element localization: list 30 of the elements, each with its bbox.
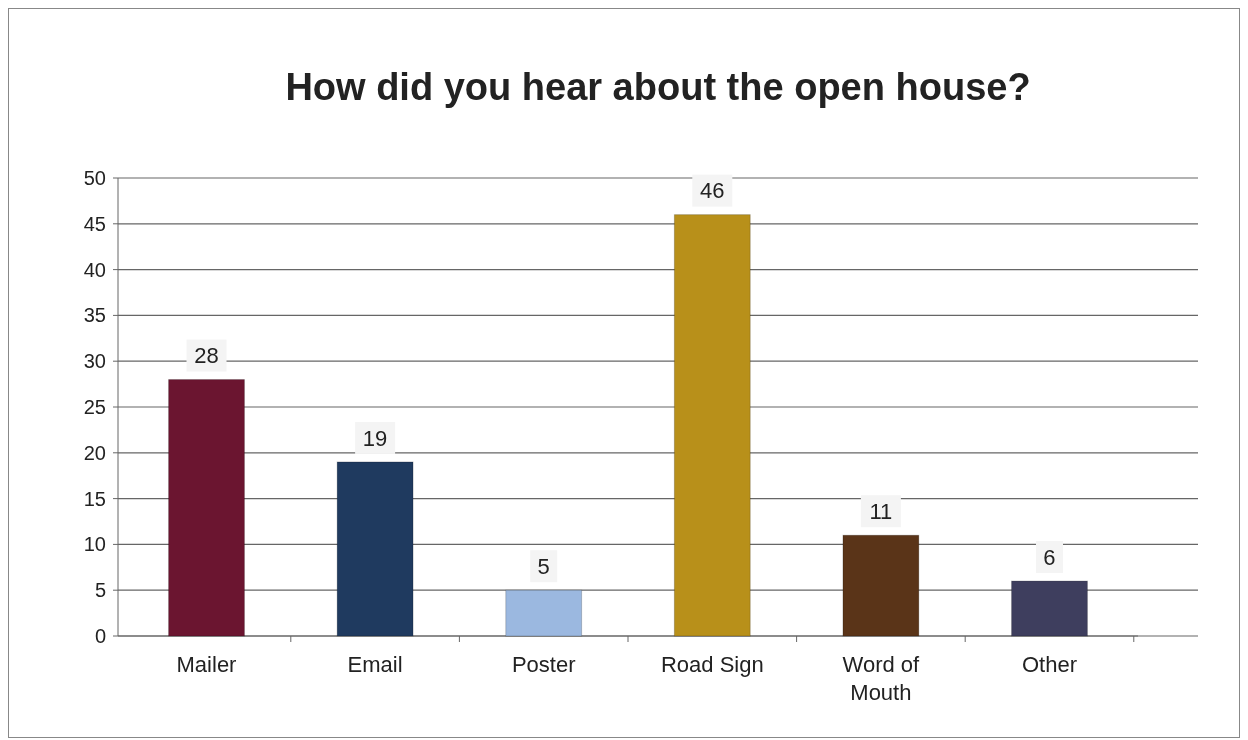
y-tick-label: 35 — [83, 304, 106, 327]
x-tick-label: Poster — [511, 652, 576, 677]
y-tick-label: 45 — [83, 212, 106, 235]
bar — [168, 379, 245, 637]
y-tick-label: 30 — [83, 350, 106, 373]
y-tick-label: 40 — [83, 258, 106, 281]
bar — [336, 461, 414, 637]
data-label: 46 — [700, 178, 725, 204]
data-label: 19 — [362, 425, 388, 451]
bar — [505, 589, 583, 637]
y-tick-label: 15 — [83, 487, 106, 510]
bar — [673, 214, 751, 637]
y-tick-label: 20 — [83, 441, 106, 464]
y-tick-label: 0 — [94, 625, 106, 647]
x-tick-label: Mailer — [176, 652, 237, 677]
y-tick-label: 50 — [83, 167, 106, 189]
y-tick-label: 5 — [94, 579, 106, 602]
y-tick-label: 10 — [83, 533, 106, 556]
data-label: 11 — [869, 498, 893, 524]
x-tick-label: Road Sign — [660, 652, 764, 677]
bar — [842, 534, 920, 637]
bar — [1011, 580, 1088, 637]
data-label: 6 — [1043, 544, 1056, 570]
y-tick-label: 25 — [83, 396, 106, 418]
x-tick-label: Word of Mouth — [842, 652, 921, 705]
data-label: 28 — [194, 343, 219, 369]
x-tick-label: Other — [1021, 652, 1077, 677]
x-tick-label: Email — [347, 652, 403, 677]
data-label: 5 — [537, 553, 550, 579]
chart-title: How did you hear about the open house? — [285, 66, 1031, 108]
